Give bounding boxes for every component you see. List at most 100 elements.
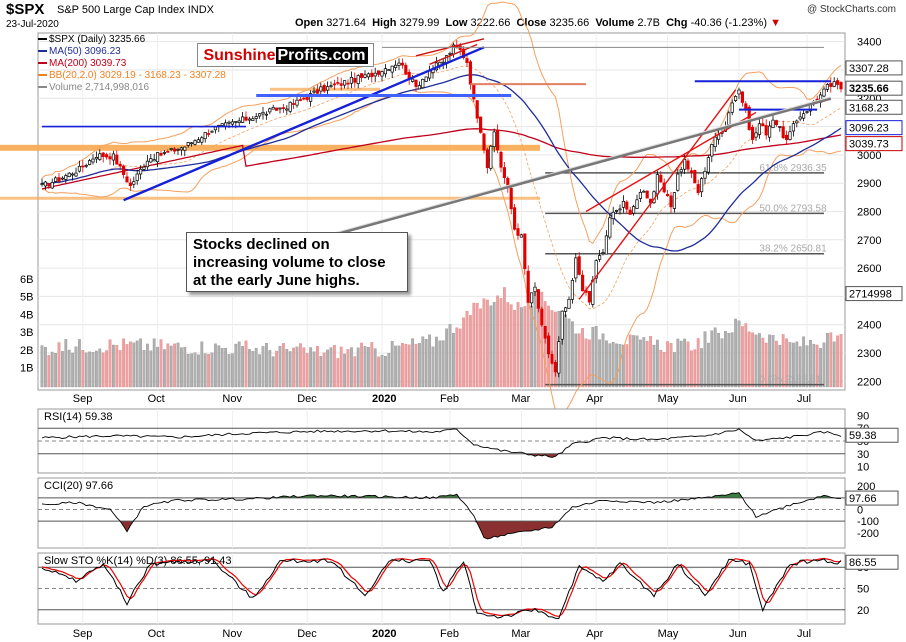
volume-bar: [523, 306, 527, 388]
volume-bar: [299, 343, 302, 388]
volume-bar: [795, 341, 799, 388]
volume-bar: [146, 343, 149, 388]
volume-bar: [122, 338, 125, 388]
volume-bar: [812, 343, 816, 388]
volume-bar: [363, 346, 367, 388]
volume-bar: [679, 340, 683, 388]
volume-bar: [645, 341, 649, 388]
fib-level-label: 50.0% 2793.58: [759, 203, 827, 214]
volume-bar: [608, 343, 612, 388]
volume-bar: [584, 338, 588, 388]
candle-body: [309, 93, 313, 102]
volume-bar: [180, 347, 183, 388]
candle-body: [380, 71, 384, 77]
volume-bar: [401, 343, 404, 388]
volume-bar: [88, 351, 91, 388]
volume-bar: [836, 335, 839, 388]
candle-body: [54, 177, 58, 182]
candle-body: [227, 121, 231, 124]
candle-body: [751, 126, 755, 140]
candle-body: [608, 217, 612, 238]
volume-bar: [652, 344, 656, 388]
candle-body: [676, 173, 680, 191]
legend-swatch: [38, 74, 47, 77]
volume-bar: [472, 302, 476, 388]
candle-body: [502, 167, 506, 178]
volume-bar: [707, 342, 710, 388]
volume-bar: [798, 346, 802, 388]
volume-bar: [591, 327, 595, 388]
candle-body: [543, 325, 547, 339]
support-band: [0, 144, 540, 151]
y-tick-label: 2800: [857, 207, 881, 219]
index-name: S&P 500 Large Cap Index: [57, 4, 185, 16]
volume-bar: [751, 332, 754, 388]
sub-y-tick-label: 200: [857, 481, 875, 493]
candle-body: [292, 103, 296, 105]
volume-bar: [404, 343, 408, 388]
x-tick-label: Jun: [729, 393, 747, 405]
volume-bar: [424, 339, 428, 388]
candle-body: [105, 154, 109, 158]
candle-body: [288, 101, 292, 112]
volume-bar: [832, 341, 836, 388]
candle-body: [64, 175, 68, 180]
legend-item: Volume 2,714,998,016: [38, 82, 226, 94]
candle-body: [764, 125, 768, 136]
candle-body: [635, 199, 639, 209]
volume-bar: [744, 323, 748, 388]
volume-bar: [625, 344, 629, 388]
volume-bar: [193, 352, 197, 388]
volume-bar: [105, 350, 108, 388]
candle-body: [50, 182, 54, 189]
candle-body: [275, 107, 279, 111]
volume-bar: [241, 346, 244, 388]
candle-body: [254, 116, 258, 119]
candle-body: [71, 173, 75, 176]
legend-item: $SPX (Daily) 3235.66: [38, 34, 226, 46]
candle-body: [261, 111, 265, 115]
bottom-x-tick-label: Sep: [73, 628, 93, 640]
ma200-line: [41, 128, 842, 190]
sub-y-tick-label: 10: [857, 462, 869, 474]
x-tick-label: Mar: [511, 393, 530, 405]
logo-part1: Sunshine: [203, 47, 276, 64]
volume-bar: [734, 318, 737, 388]
candle-body: [462, 48, 466, 58]
volume-bar: [717, 332, 720, 388]
volume-bar: [149, 350, 153, 388]
candle-body: [601, 252, 605, 254]
candle-body: [655, 174, 659, 195]
bottom-x-tick-label: 2020: [372, 628, 396, 640]
volume-bar: [581, 328, 584, 388]
volume-bar: [656, 339, 659, 388]
volume-bar: [394, 345, 397, 388]
candle-body: [329, 85, 333, 88]
volume-bar: [639, 339, 642, 388]
cci-line: [41, 492, 841, 540]
volume-bar: [826, 333, 829, 388]
volume-label: Volume: [595, 17, 635, 29]
blue-trend-line: [123, 46, 485, 202]
high-label: High: [372, 17, 397, 29]
volume-bar: [761, 337, 765, 388]
volume-tick-label: 5B: [20, 292, 33, 304]
candle-body: [91, 158, 95, 163]
bollinger-lower-band: [41, 89, 842, 418]
volume-bar: [462, 317, 465, 388]
candle-body: [730, 102, 734, 113]
candle-body: [128, 182, 132, 187]
candle-body: [285, 108, 289, 111]
ma50-line: [41, 74, 842, 252]
down-arrow-icon: ▼: [770, 17, 781, 29]
volume-bar: [142, 350, 146, 388]
candle-body: [67, 172, 71, 177]
bottom-x-tick-label: Oct: [148, 628, 165, 640]
stockcharts-credit[interactable]: @ StockCharts.com: [806, 4, 896, 15]
sto-d-line: [41, 557, 842, 618]
candle-body: [125, 176, 129, 183]
candle-body: [706, 157, 710, 173]
gray-channel-line: [262, 96, 831, 254]
price-badge: [845, 120, 903, 136]
candle-body: [234, 121, 238, 123]
